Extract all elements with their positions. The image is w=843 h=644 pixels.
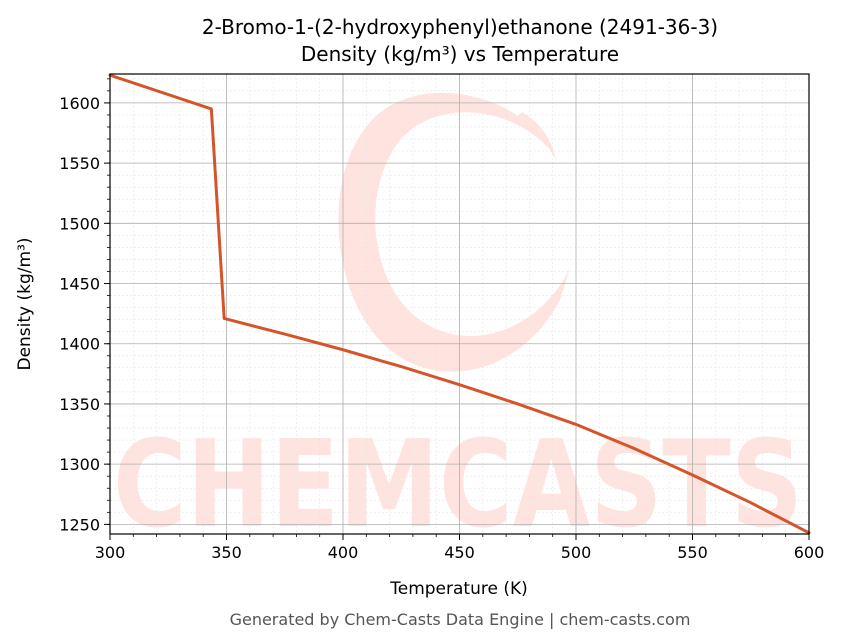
x-tick-label: 450	[444, 543, 475, 562]
x-axis-label: Temperature (K)	[389, 579, 528, 599]
y-tick-label: 1400	[59, 335, 100, 354]
y-tick-labels: 1250 1300 1350 1400 1450 1500 1550 1600	[59, 94, 100, 534]
major-grid	[109, 74, 810, 534]
y-tick-label: 1300	[59, 455, 100, 474]
y-axis-label: Density (kg/m³)	[15, 237, 35, 370]
y-tick-label: 1350	[59, 395, 100, 414]
y-tick-label: 1250	[59, 515, 100, 534]
watermark-logo-icon	[338, 92, 570, 372]
x-tick-label: 500	[561, 543, 592, 562]
x-tick-labels: 300 350 400 450 500 550 600	[95, 543, 825, 562]
chart-title-line2: Density (kg/m³) vs Temperature	[301, 42, 619, 66]
footer-credit: Generated by Chem-Casts Data Engine | ch…	[230, 610, 691, 629]
chart-title-line1: 2-Bromo-1-(2-hydroxyphenyl)ethanone (249…	[202, 15, 718, 39]
x-tick-label: 550	[677, 543, 708, 562]
series-layer	[108, 73, 811, 535]
y-tick-label: 1500	[59, 214, 100, 233]
x-tick-label: 350	[211, 543, 242, 562]
y-tick-label: 1550	[59, 154, 100, 173]
x-tick-label: 600	[794, 543, 825, 562]
watermark: CHEMCASTS	[113, 92, 803, 555]
y-tick-label: 1600	[59, 94, 100, 113]
watermark-text: CHEMCASTS	[113, 416, 803, 555]
y-tick-label: 1450	[59, 275, 100, 294]
axis-ticks	[104, 78, 810, 540]
x-tick-label: 400	[328, 543, 359, 562]
density-series-line	[108, 73, 811, 535]
x-tick-label: 300	[95, 543, 126, 562]
